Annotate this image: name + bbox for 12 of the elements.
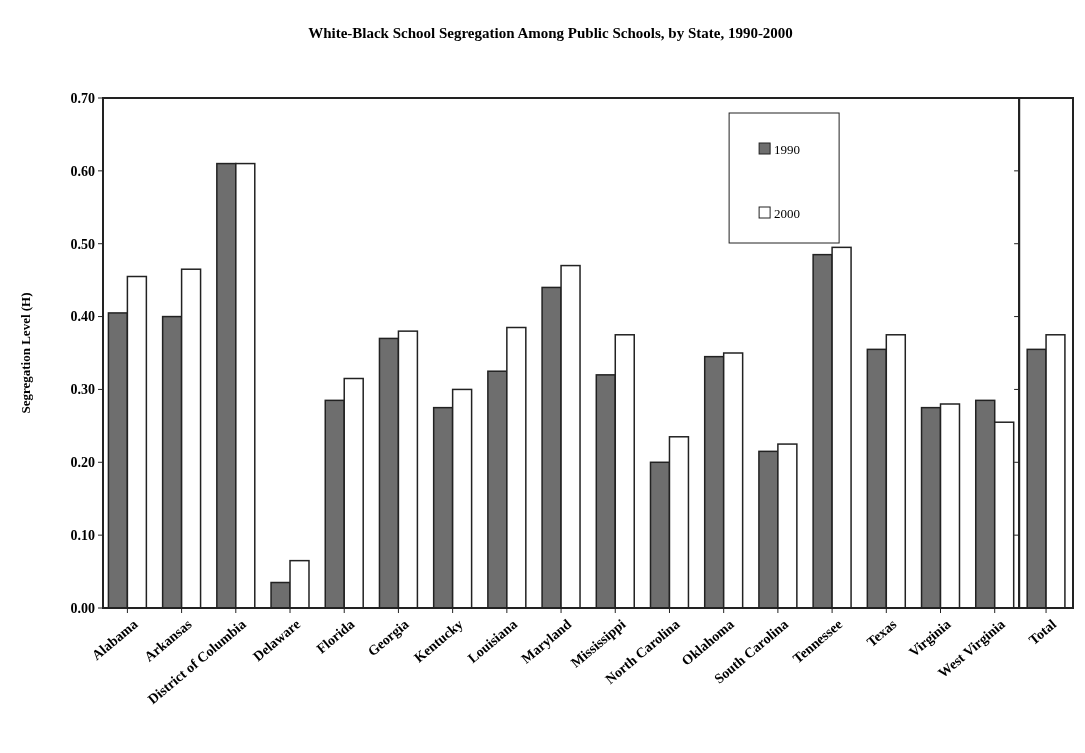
y-tick-label: 0.30 [70,382,95,398]
y-tick-label: 0.10 [70,528,95,544]
y-tick-label: 0.00 [70,600,95,616]
legend-label: 2000 [774,205,801,221]
y-axis-title: Segregation Level (H) [18,292,33,414]
chart-title: White-Black School Segregation Among Public Schools, by State, 1990-2000 [308,25,793,41]
y-tick-label: 0.40 [70,309,95,325]
y-tick-label: 0.60 [70,163,95,179]
y-tick-label: 0.70 [70,90,95,106]
legend-label: 1990 [774,141,801,157]
y-tick-label: 0.20 [70,455,95,471]
y-tick-label: 0.50 [70,236,95,252]
